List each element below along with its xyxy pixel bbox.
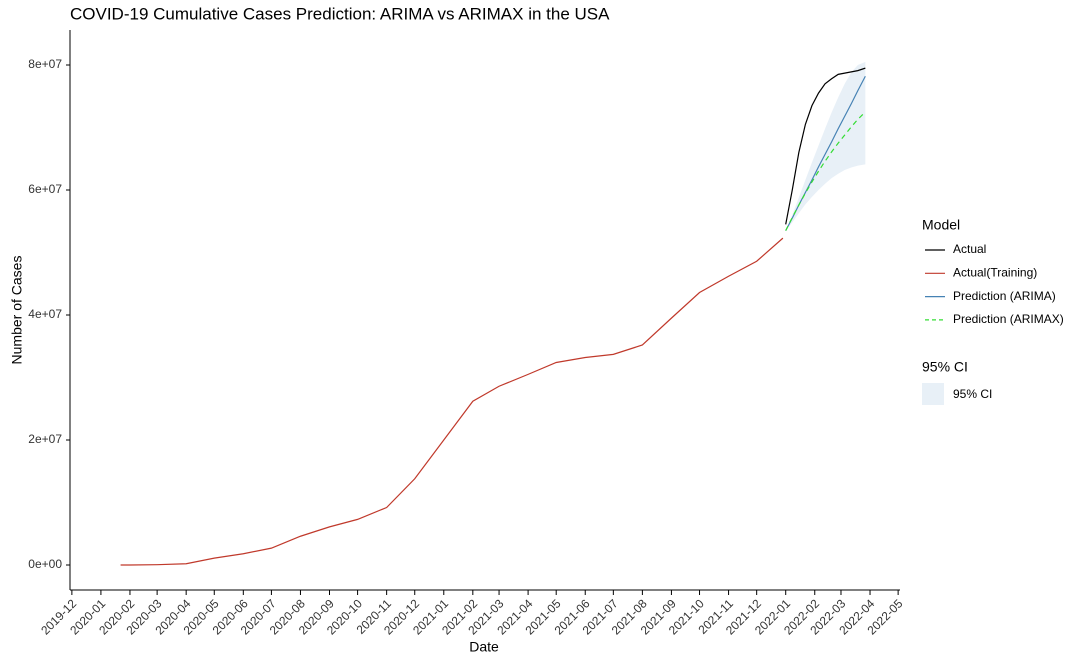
ci-legend-title: 95% CI bbox=[922, 359, 968, 375]
y-tick-label: 4e+07 bbox=[28, 307, 62, 321]
legend-label: Prediction (ARIMAX) bbox=[953, 312, 1064, 326]
chart-title: COVID-19 Cumulative Cases Prediction: AR… bbox=[70, 4, 610, 23]
legend-swatch bbox=[922, 383, 944, 405]
legend-label: Actual(Training) bbox=[953, 265, 1037, 279]
series-line bbox=[120, 237, 784, 566]
y-tick-label: 8e+07 bbox=[28, 57, 62, 71]
series-line bbox=[785, 67, 866, 225]
legend-label: Actual bbox=[953, 242, 986, 256]
legend-label: Prediction (ARIMA) bbox=[953, 289, 1056, 303]
ci-band bbox=[785, 61, 866, 231]
y-axis-title: Number of Cases bbox=[9, 256, 25, 365]
x-axis-title: Date bbox=[469, 639, 499, 655]
legend-title: Model bbox=[922, 217, 960, 233]
y-tick-label: 2e+07 bbox=[28, 432, 62, 446]
y-tick-label: 6e+07 bbox=[28, 182, 62, 196]
legend-label: 95% CI bbox=[953, 387, 992, 401]
y-tick-label: 0e+00 bbox=[28, 557, 62, 571]
series-line bbox=[785, 111, 866, 231]
